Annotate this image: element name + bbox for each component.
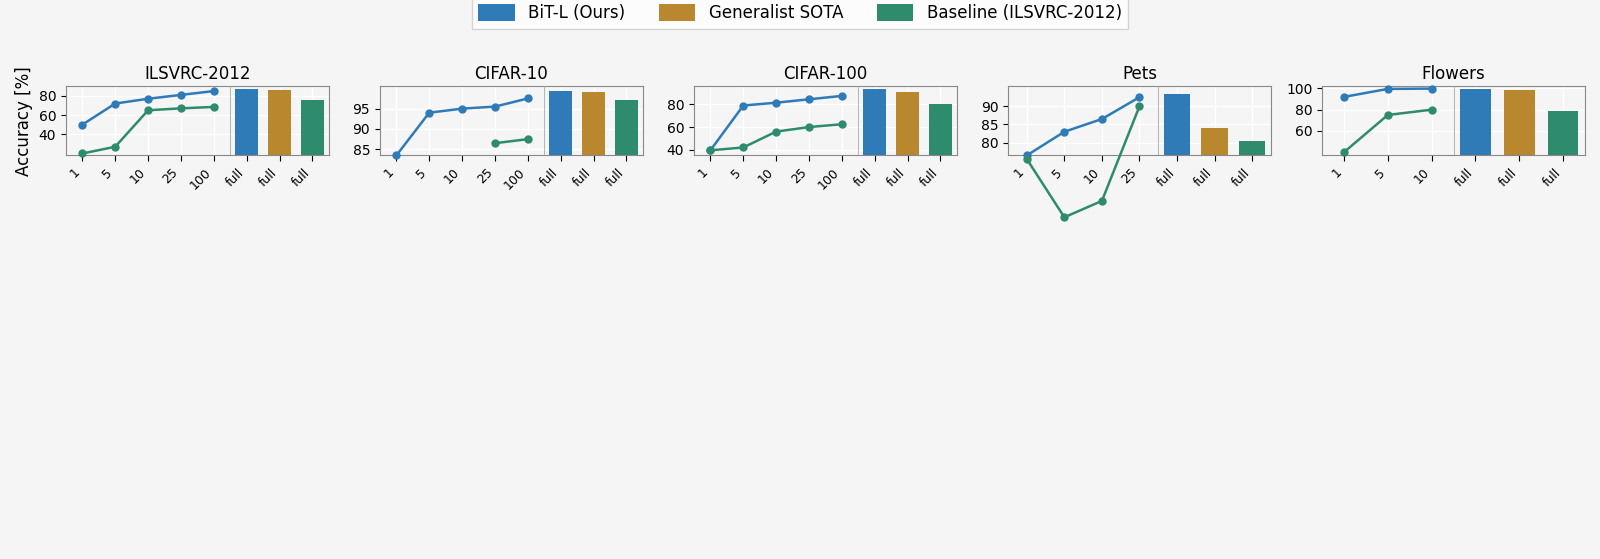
- Bar: [896, 92, 918, 155]
- Y-axis label: Accuracy [%]: Accuracy [%]: [14, 66, 34, 176]
- Title: ILSVRC-2012: ILSVRC-2012: [144, 65, 251, 83]
- Legend: BiT-L (Ours), Generalist SOTA, Baseline (ILSVRC-2012): BiT-L (Ours), Generalist SOTA, Baseline …: [472, 0, 1128, 29]
- Title: Flowers: Flowers: [1422, 65, 1485, 83]
- Bar: [930, 104, 952, 155]
- Bar: [235, 89, 258, 155]
- Bar: [1547, 111, 1579, 155]
- Bar: [1238, 141, 1266, 155]
- Bar: [1163, 94, 1190, 155]
- Bar: [582, 92, 605, 155]
- Bar: [1461, 89, 1491, 155]
- Bar: [301, 100, 323, 155]
- Bar: [1504, 89, 1534, 155]
- Bar: [614, 101, 638, 155]
- Bar: [549, 91, 573, 155]
- Title: CIFAR-10: CIFAR-10: [475, 65, 549, 83]
- Title: Pets: Pets: [1122, 65, 1157, 83]
- Bar: [864, 89, 886, 155]
- Title: CIFAR-100: CIFAR-100: [784, 65, 867, 83]
- Bar: [1202, 128, 1227, 155]
- Bar: [269, 89, 291, 155]
